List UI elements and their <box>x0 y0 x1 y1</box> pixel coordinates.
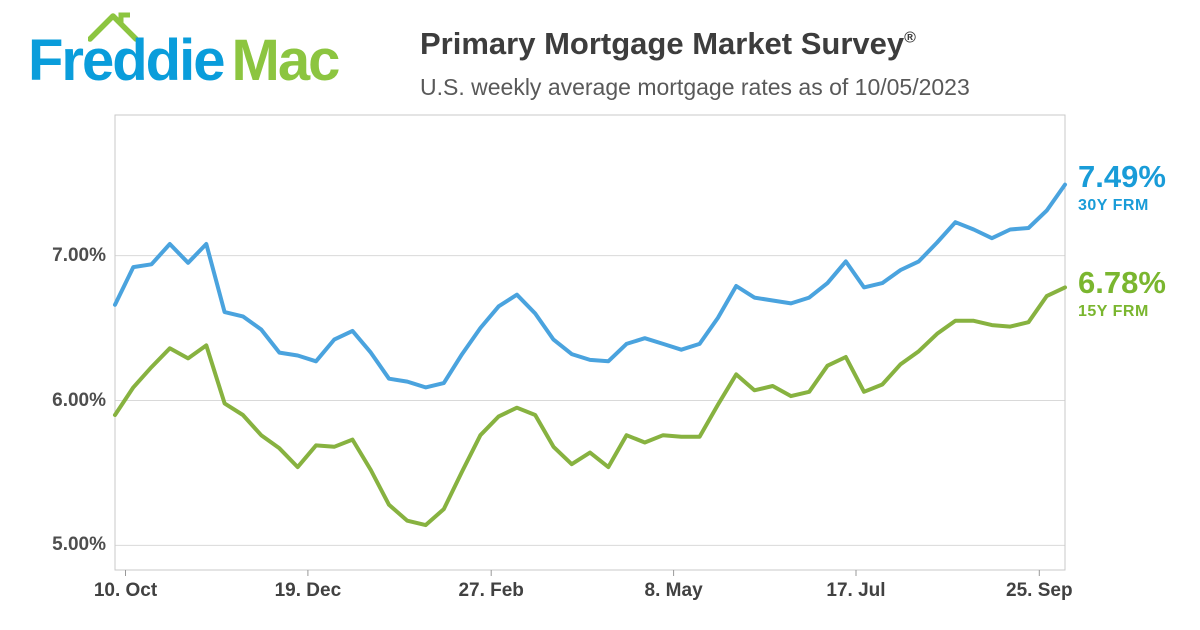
x-axis-tick-label: 27. Feb <box>458 580 524 601</box>
annotation-15y-frm: 6.78% 15Y FRM <box>1078 265 1196 321</box>
rate-value-30y: 7.49% <box>1078 159 1166 194</box>
logo-wordmark: Freddie Mac <box>28 32 340 90</box>
y-axis-tick-label: 6.00% <box>52 389 106 411</box>
roof-icon <box>88 12 139 42</box>
freddie-mac-logo: Freddie Mac <box>28 8 408 100</box>
x-axis-tick-label: 19. Dec <box>274 580 342 601</box>
page-subtitle: U.S. weekly average mortgage rates as of… <box>420 74 970 100</box>
x-axis-tick-label: 8. May <box>644 580 703 601</box>
y-axis-tick-label: 7.00% <box>52 244 106 266</box>
x-axis-tick-label: 17. Jul <box>826 580 886 601</box>
annotation-30y-frm: 7.49% 30Y FRM <box>1078 159 1196 215</box>
rate-label-30y: 30Y FRM <box>1078 197 1149 215</box>
title-text: Primary Mortgage Market Survey <box>420 26 905 61</box>
series-line-15y-frm <box>113 285 1067 528</box>
x-axis-tick-label: 10. Oct <box>93 580 158 601</box>
y-axis-tick-label: 5.00% <box>52 534 106 556</box>
plot-border <box>114 114 1066 571</box>
x-axis-tick-label: 25. Sep <box>1006 580 1073 601</box>
registered-mark: ® <box>904 29 916 47</box>
page-title: Primary Mortgage Market Survey® <box>420 26 916 62</box>
series-line-30y-frm <box>113 182 1067 390</box>
rate-value-15y: 6.78% <box>1078 265 1166 300</box>
logo-word-mac: Mac <box>231 28 341 93</box>
logo-word-freddie: Freddie <box>28 28 225 93</box>
rate-label-15y: 15Y FRM <box>1078 303 1149 321</box>
